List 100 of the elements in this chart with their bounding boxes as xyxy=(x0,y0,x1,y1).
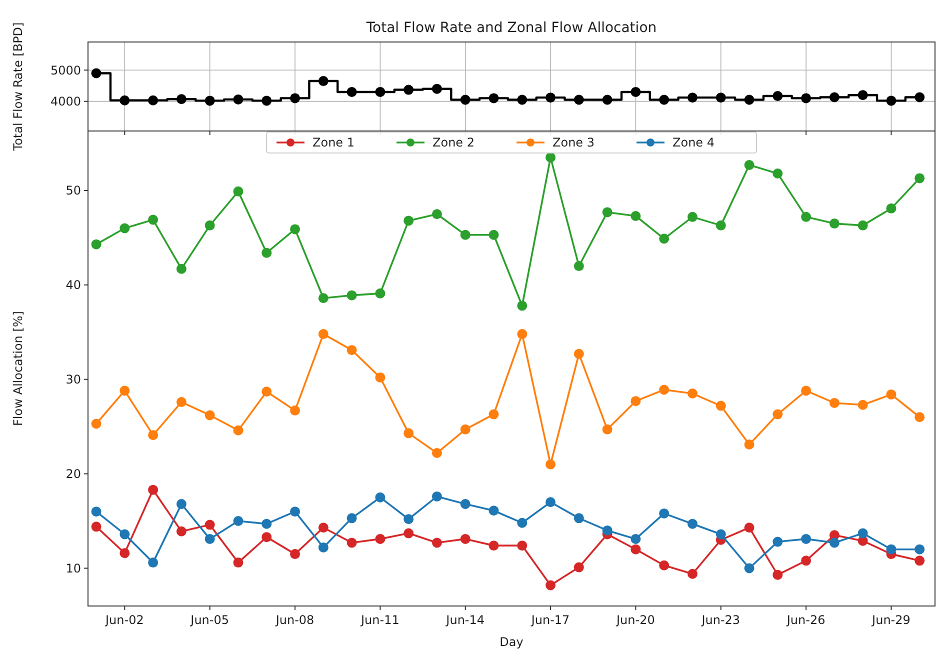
point xyxy=(716,92,726,103)
point xyxy=(148,214,158,225)
point xyxy=(772,168,783,178)
y-tick-label: 20 xyxy=(66,466,81,481)
point xyxy=(602,207,612,218)
point xyxy=(546,497,556,508)
point xyxy=(574,261,584,272)
point xyxy=(176,499,186,510)
point xyxy=(432,448,442,458)
point xyxy=(744,160,754,170)
point xyxy=(404,514,414,524)
point xyxy=(546,580,556,590)
point xyxy=(602,94,612,105)
point xyxy=(290,549,300,560)
point xyxy=(346,513,357,524)
point xyxy=(233,186,244,196)
point xyxy=(460,94,470,105)
y-axis-title: Total Flow Rate [BPD] xyxy=(11,22,25,152)
point xyxy=(772,409,783,420)
point xyxy=(886,544,896,554)
chart-title: Total Flow Rate and Zonal Flow Allocation xyxy=(365,20,657,36)
point xyxy=(91,239,102,250)
point xyxy=(460,424,470,434)
point xyxy=(801,534,812,544)
point xyxy=(574,513,584,524)
x-tick-label: Jun-23 xyxy=(700,613,740,627)
point xyxy=(262,248,272,258)
point xyxy=(630,86,641,97)
point xyxy=(829,538,840,548)
point xyxy=(120,386,130,396)
y-tick-label: 40 xyxy=(66,278,81,292)
x-tick-label: Jun-08 xyxy=(274,613,314,627)
point xyxy=(432,538,442,548)
x-tick-label: Jun-26 xyxy=(786,613,826,627)
point xyxy=(630,544,641,554)
point xyxy=(204,534,215,544)
point xyxy=(716,529,726,540)
point xyxy=(262,96,272,106)
point xyxy=(801,93,812,104)
point xyxy=(120,529,130,540)
point xyxy=(176,526,186,536)
point xyxy=(687,212,698,222)
point xyxy=(574,562,584,572)
point xyxy=(233,425,244,436)
point xyxy=(120,95,130,106)
point xyxy=(262,532,272,542)
x-tick-label: Jun-20 xyxy=(616,613,655,627)
point xyxy=(801,212,812,222)
point xyxy=(574,94,584,105)
point xyxy=(744,522,754,533)
point xyxy=(687,518,698,529)
point xyxy=(176,94,186,104)
point xyxy=(517,518,528,528)
point xyxy=(716,400,726,411)
point xyxy=(148,484,158,495)
legend-label: Zone 4 xyxy=(672,136,714,150)
x-tick-label: Jun-14 xyxy=(445,613,485,627)
point xyxy=(318,293,328,304)
point xyxy=(346,86,357,97)
point xyxy=(148,558,158,568)
point xyxy=(630,534,641,544)
point xyxy=(659,560,670,570)
point xyxy=(375,86,386,97)
point xyxy=(659,384,670,395)
point xyxy=(914,92,925,102)
point xyxy=(687,388,698,399)
legend-label: Zone 2 xyxy=(432,136,474,150)
point xyxy=(432,491,442,502)
point xyxy=(91,506,102,517)
point xyxy=(204,96,215,106)
point xyxy=(375,372,386,382)
y-tick-label: 30 xyxy=(66,372,81,387)
point xyxy=(517,300,528,311)
point xyxy=(262,386,272,397)
point xyxy=(290,224,300,234)
point xyxy=(488,409,499,420)
point xyxy=(176,397,186,408)
point xyxy=(404,84,414,95)
point xyxy=(858,90,868,100)
point xyxy=(120,548,130,558)
point xyxy=(630,210,641,221)
point xyxy=(346,345,357,356)
point xyxy=(318,329,328,340)
point xyxy=(460,230,470,240)
point xyxy=(488,230,499,240)
point xyxy=(772,570,783,580)
point xyxy=(517,540,528,551)
legend-label: Zone 3 xyxy=(552,136,594,150)
point xyxy=(488,506,499,516)
point xyxy=(602,525,612,536)
point xyxy=(290,93,300,104)
point xyxy=(375,492,386,502)
point xyxy=(886,389,896,400)
point xyxy=(687,568,698,579)
point xyxy=(404,428,414,438)
point xyxy=(290,506,300,517)
point xyxy=(574,348,584,359)
point xyxy=(829,218,840,229)
point xyxy=(517,94,528,105)
point xyxy=(602,424,612,434)
